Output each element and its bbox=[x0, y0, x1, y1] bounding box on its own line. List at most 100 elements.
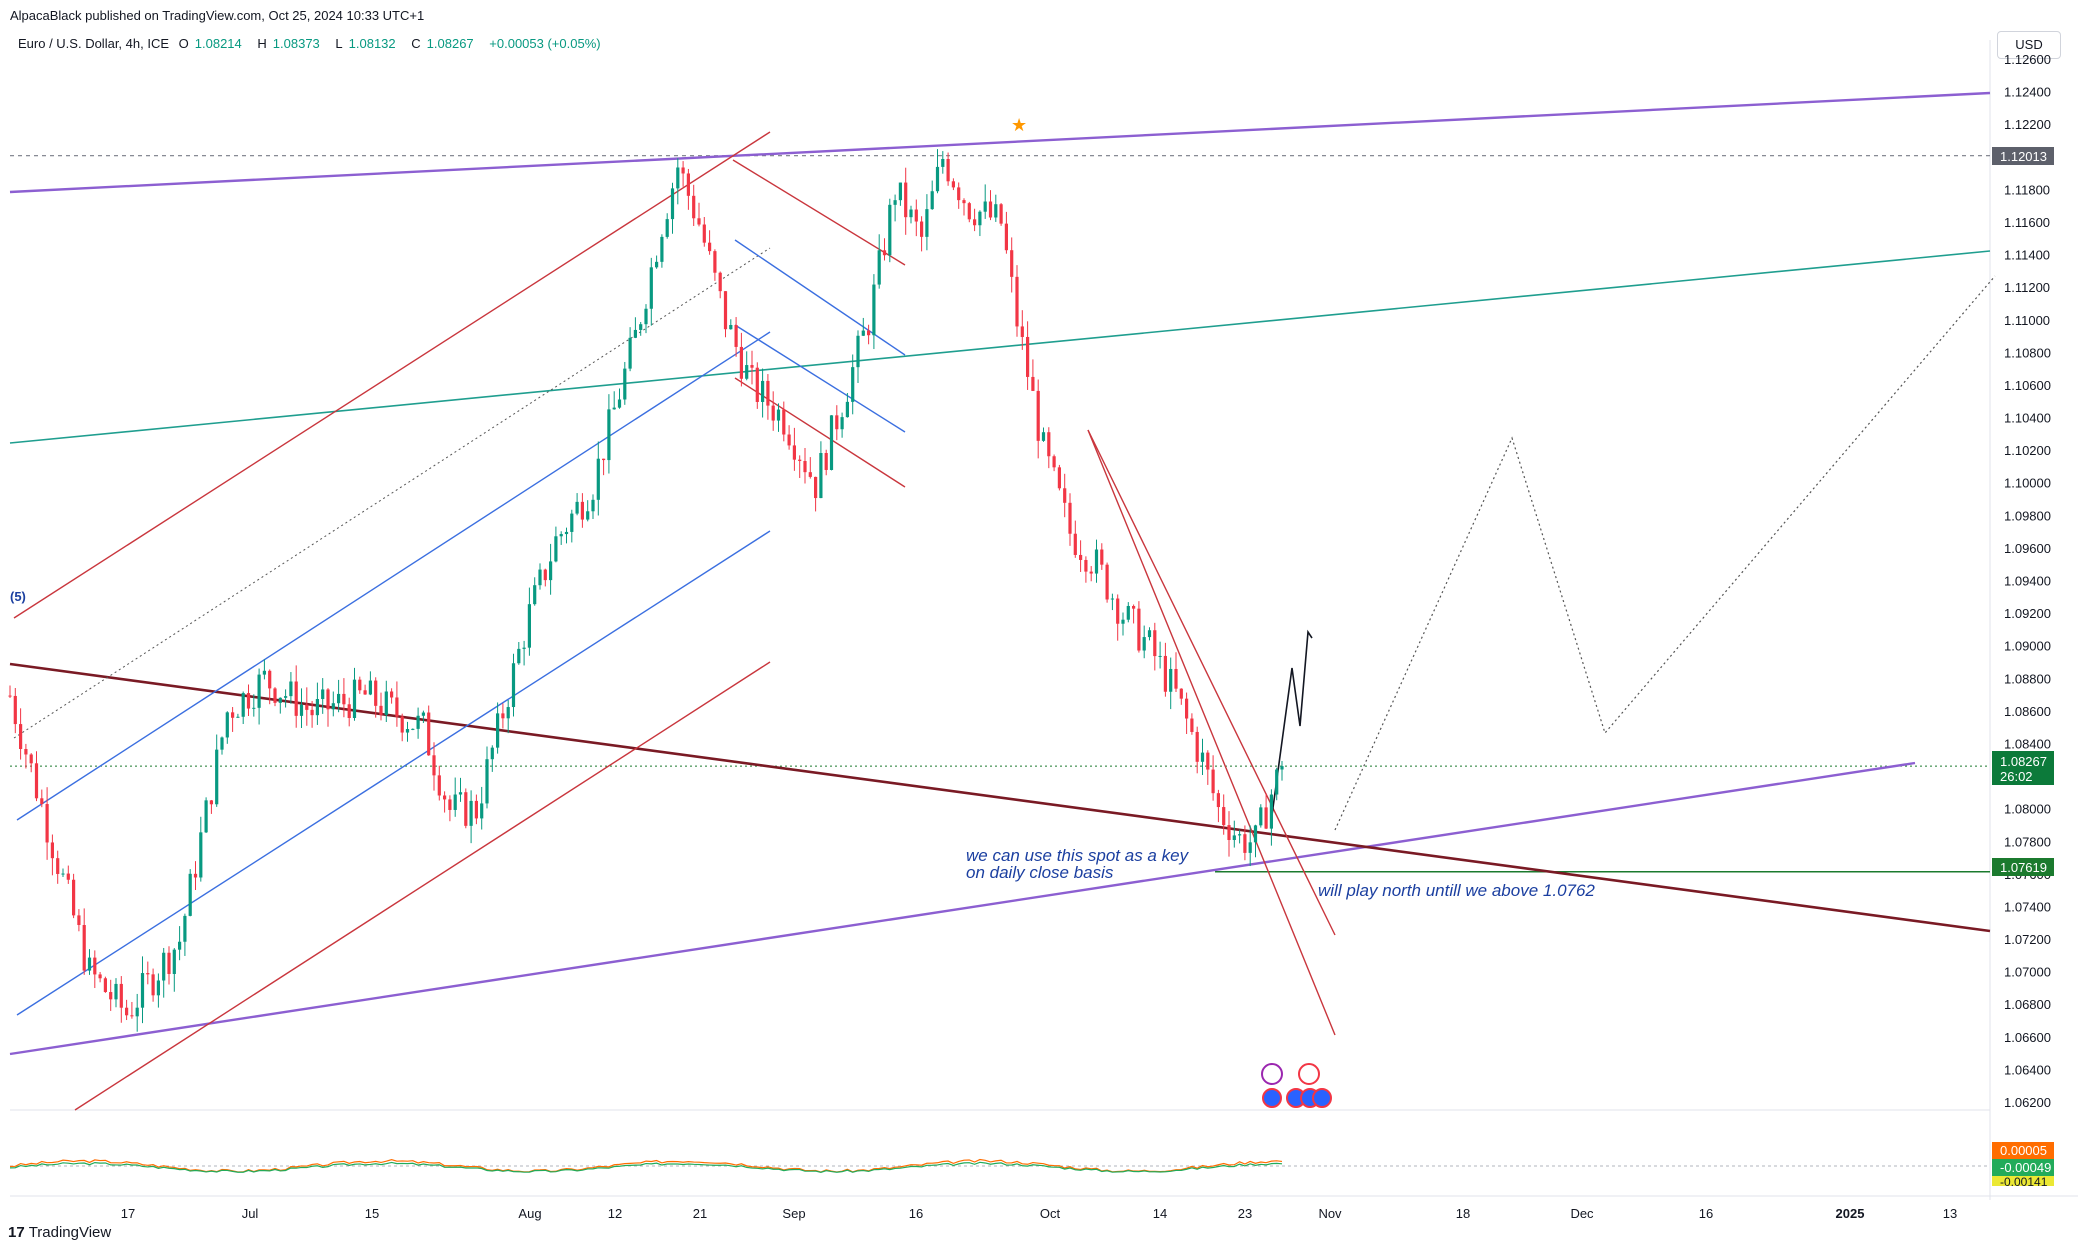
candle-body bbox=[522, 647, 526, 649]
candle-body bbox=[782, 409, 786, 435]
us-flag-event-icon[interactable] bbox=[1298, 1063, 1320, 1085]
candle-body bbox=[787, 434, 791, 446]
tradingview-logo[interactable]: 17 TradingView bbox=[8, 1224, 111, 1241]
candle-body bbox=[1163, 655, 1167, 692]
drawings bbox=[9, 91, 1996, 1111]
candle-body bbox=[480, 803, 484, 819]
lower-purple-trendline bbox=[9, 761, 1916, 1056]
price-tick-label: 1.11000 bbox=[2004, 313, 2050, 328]
price-tick-label: 1.12600 bbox=[2004, 52, 2051, 67]
candle-body bbox=[708, 242, 712, 252]
candle-body bbox=[1222, 807, 1226, 826]
candle-body bbox=[199, 832, 203, 878]
symbol-name[interactable]: Euro / U.S. Dollar, 4h, ICE bbox=[18, 36, 170, 51]
time-tick-label: 16 bbox=[1699, 1206, 1713, 1221]
candle-body bbox=[151, 974, 155, 996]
star-icon[interactable]: ★ bbox=[1011, 115, 1027, 135]
candle-body bbox=[252, 707, 256, 709]
candle-body bbox=[87, 957, 92, 971]
time-tick-label: 2025 bbox=[1836, 1206, 1865, 1221]
candle-body bbox=[665, 219, 669, 237]
candle-body bbox=[729, 324, 733, 330]
osc-line-green bbox=[9, 1161, 1283, 1173]
candle-body bbox=[379, 705, 383, 715]
osc-tag-2: -0.00049 bbox=[2000, 1160, 2051, 1175]
candle-body bbox=[713, 251, 717, 273]
candle-body bbox=[1259, 807, 1263, 826]
candle-body bbox=[1057, 467, 1061, 489]
time-axis[interactable]: 17 Jul 15 Aug 12 21 Sep 16 Oct 14 23 Nov 18 Dec 16 2025… bbox=[121, 1206, 1957, 1221]
candle-body bbox=[1232, 835, 1236, 841]
candle-body bbox=[639, 324, 643, 330]
candle-body bbox=[474, 800, 478, 819]
labels: (5) we can use this spot as a key on dai… bbox=[10, 589, 1595, 900]
time-tick-label: Dec bbox=[1570, 1206, 1594, 1221]
eu-event-icon-1[interactable] bbox=[1262, 1088, 1282, 1108]
candle-body bbox=[1094, 549, 1099, 574]
candle-body bbox=[909, 209, 913, 218]
candle-body bbox=[697, 218, 701, 225]
candle-body bbox=[496, 713, 500, 748]
candle-body bbox=[1211, 769, 1215, 794]
red-channel-upper bbox=[13, 131, 771, 619]
candle-body bbox=[533, 585, 537, 605]
close-label: C bbox=[411, 36, 421, 51]
candle-body bbox=[920, 221, 924, 237]
candle-body bbox=[1026, 336, 1030, 377]
candle-body bbox=[591, 499, 595, 512]
maroon-trendline bbox=[9, 662, 1991, 933]
price-tick-label: 1.07400 bbox=[2004, 899, 2051, 914]
lightning-event-icon[interactable] bbox=[1261, 1063, 1283, 1085]
candle-body bbox=[178, 941, 182, 950]
price-axis[interactable]: 1.126001.124001.122001.120001.118001.116… bbox=[2004, 52, 2051, 1110]
osc-tag-3: -0.00141 bbox=[2000, 1175, 2048, 1189]
price-tick-label: 1.06600 bbox=[2004, 1030, 2051, 1045]
annotation-key-spot-line2: on daily close basis bbox=[966, 863, 1114, 882]
candle-body bbox=[580, 501, 584, 520]
candle-body bbox=[1153, 630, 1157, 657]
candle-body bbox=[98, 974, 102, 979]
candle-body bbox=[930, 191, 934, 210]
price-tick-label: 1.10600 bbox=[2004, 378, 2051, 393]
candle-body bbox=[1243, 834, 1247, 853]
candles bbox=[8, 149, 1284, 1032]
candle-body bbox=[352, 679, 357, 719]
open-label: O bbox=[178, 36, 189, 51]
osc-tag-bg-1 bbox=[1992, 1142, 2054, 1159]
low-value: 1.08132 bbox=[348, 36, 396, 51]
candle-body bbox=[1010, 250, 1014, 277]
candle-body bbox=[506, 707, 510, 719]
candle-body bbox=[1031, 376, 1035, 391]
candle-body bbox=[77, 915, 81, 926]
candle-body bbox=[215, 749, 219, 805]
red-channel-median bbox=[13, 247, 771, 739]
price-tick-label: 1.07200 bbox=[2004, 932, 2051, 947]
candle-body bbox=[549, 561, 553, 581]
candle-body bbox=[676, 167, 680, 189]
projection-solid-path bbox=[1271, 629, 1313, 816]
currency-button[interactable]: USD bbox=[1997, 31, 2061, 59]
candle-body bbox=[856, 335, 860, 368]
price-tick-label: 1.11400 bbox=[2004, 248, 2050, 263]
candle-body bbox=[877, 250, 881, 285]
price-tick-label: 1.07800 bbox=[2004, 834, 2051, 849]
candle-body bbox=[1269, 794, 1273, 829]
candle-body bbox=[501, 713, 505, 719]
candle-body bbox=[861, 330, 865, 336]
candle-body bbox=[66, 873, 70, 880]
candle-body bbox=[1264, 807, 1268, 829]
candle-body bbox=[490, 747, 494, 760]
candle-body bbox=[294, 681, 298, 716]
event-icons[interactable] bbox=[1261, 1063, 1332, 1108]
symbol-legend[interactable]: Euro / U.S. Dollar, 4h, ICE O 1.08214 H 1.… bbox=[18, 36, 607, 51]
candle-body bbox=[1200, 752, 1205, 762]
level-tag-lower: 1.07619 bbox=[2000, 860, 2047, 875]
eu-event-icon-4[interactable] bbox=[1312, 1088, 1332, 1108]
time-tick-label: 23 bbox=[1238, 1206, 1252, 1221]
candle-body bbox=[315, 699, 319, 716]
high-value: 1.08373 bbox=[272, 36, 320, 51]
candle-body bbox=[792, 445, 796, 460]
flag-blue-upper bbox=[734, 239, 906, 356]
candle-body bbox=[1169, 668, 1173, 692]
